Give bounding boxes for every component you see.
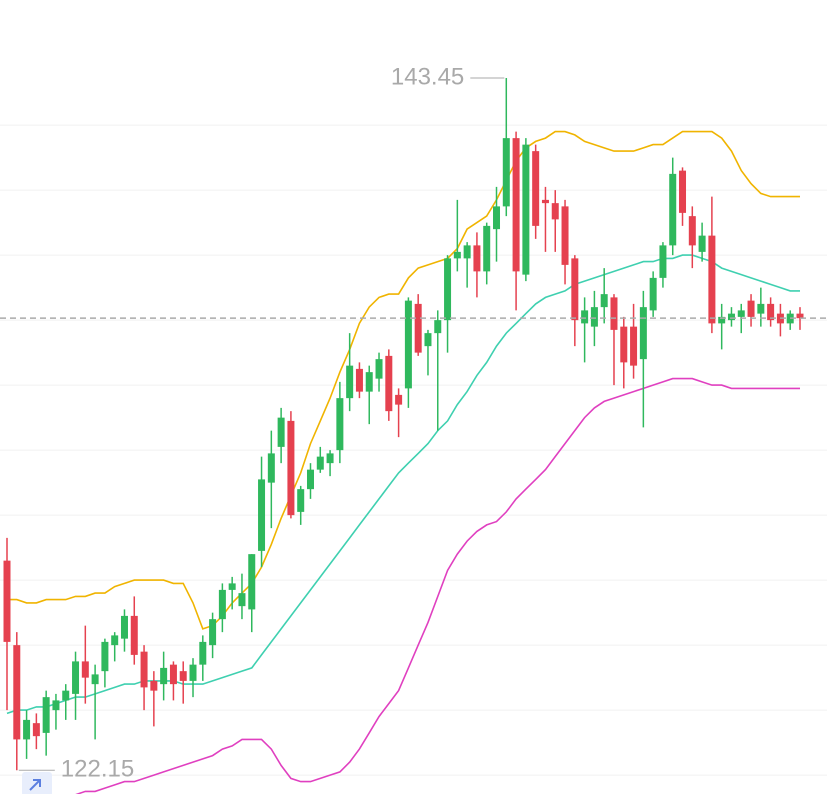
candle-body xyxy=(81,661,89,678)
candle-body xyxy=(287,420,295,516)
candle-body xyxy=(62,690,70,701)
candle-body xyxy=(571,258,579,321)
candle-body xyxy=(610,297,618,330)
candle-body xyxy=(424,333,432,347)
candle-body xyxy=(189,664,197,681)
candle-body xyxy=(306,469,314,490)
candle-body xyxy=(718,316,726,324)
candle-body xyxy=(600,294,608,308)
candle-body xyxy=(101,641,109,672)
bands xyxy=(6,130,800,794)
candle-body xyxy=(767,303,775,321)
candle-body xyxy=(757,303,765,314)
candle-body xyxy=(336,398,344,451)
candle-body xyxy=(267,453,275,483)
candle-body xyxy=(228,583,236,590)
candle-body xyxy=(258,479,266,551)
candle-body xyxy=(120,615,128,639)
candle-body xyxy=(737,310,745,317)
candle-body xyxy=(551,203,559,220)
min-label: 122.15 xyxy=(61,756,134,783)
candle-body xyxy=(316,456,324,470)
max-label: 143.45 xyxy=(391,63,464,90)
candle-body xyxy=(169,664,177,685)
candle-body xyxy=(13,645,21,740)
candles xyxy=(3,78,804,771)
candle-body xyxy=(473,245,481,272)
candle-body xyxy=(140,651,148,688)
candle-body xyxy=(522,144,530,275)
band-line xyxy=(7,130,800,630)
candle-body xyxy=(727,313,735,321)
band-line xyxy=(75,377,800,794)
candle-body xyxy=(385,355,393,412)
candle-body xyxy=(209,619,217,646)
candle-body xyxy=(679,170,687,213)
candle-body xyxy=(708,235,716,324)
candle-body xyxy=(483,225,491,272)
candle-body xyxy=(32,723,40,737)
candle-body xyxy=(698,235,706,252)
candle-body xyxy=(649,277,657,311)
candle-body xyxy=(277,417,285,447)
icon-arrow xyxy=(29,779,41,791)
candle-body xyxy=(404,300,412,389)
grid xyxy=(0,124,827,776)
candle-body xyxy=(512,138,520,272)
candle-body xyxy=(326,453,334,464)
candle-body xyxy=(150,680,158,691)
candle-body xyxy=(493,206,501,230)
candle-body xyxy=(444,258,452,321)
candle-body xyxy=(238,593,246,607)
candle-body xyxy=(52,700,60,711)
candle-body xyxy=(179,671,187,681)
candle-body xyxy=(590,307,598,327)
candle-body xyxy=(561,206,569,265)
candle-body xyxy=(502,138,510,207)
candle-body xyxy=(747,300,755,317)
candle-body xyxy=(297,489,305,512)
candle-body xyxy=(23,719,31,740)
candle-body xyxy=(199,641,207,665)
candle-body xyxy=(91,674,99,685)
candle-body xyxy=(688,216,696,246)
candle-body xyxy=(375,359,383,379)
annotations: 143.45 122.15 xyxy=(0,63,827,794)
candle-body xyxy=(72,661,80,694)
candle-body xyxy=(669,173,677,246)
candle-body xyxy=(453,251,461,259)
candle-body xyxy=(218,589,226,620)
candle-body xyxy=(434,320,442,334)
band-line xyxy=(6,254,800,715)
candle-body xyxy=(581,310,589,324)
candle-body xyxy=(541,199,549,204)
candle-body xyxy=(639,307,647,360)
candle-body xyxy=(346,365,354,399)
candle-body xyxy=(365,372,373,392)
candle-body xyxy=(42,697,50,733)
candle-body xyxy=(3,560,11,642)
candle-body xyxy=(130,615,138,655)
candle-body xyxy=(620,326,628,363)
candle-body xyxy=(414,303,422,353)
candle-body xyxy=(160,667,168,685)
candle-body xyxy=(796,313,804,319)
candle-body xyxy=(395,394,403,405)
candle-body xyxy=(659,245,667,278)
candle-body xyxy=(532,151,540,226)
candle-body xyxy=(248,554,256,610)
candle-body xyxy=(630,326,638,366)
candle-body xyxy=(463,245,471,259)
candle-body xyxy=(355,368,363,392)
candle-body xyxy=(111,635,119,646)
